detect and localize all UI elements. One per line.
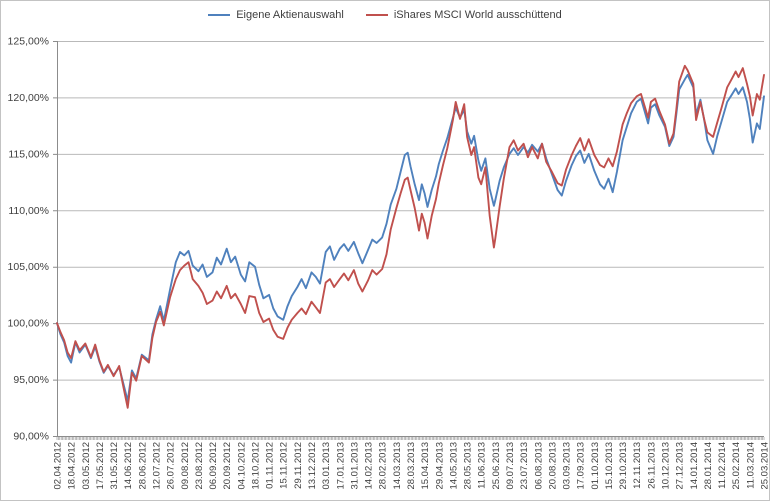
- series-line-ishares-msci-world: [56, 64, 765, 409]
- x-axis-label: 14.06.2012: [123, 442, 134, 490]
- x-axis-label: 03.09.2013: [562, 442, 573, 490]
- legend-label: Eigene Aktienauswahl: [236, 9, 344, 21]
- x-axis-label: 01.10.2013: [590, 442, 601, 490]
- legend-line-swatch-blue: [208, 14, 231, 16]
- x-axis-label: 29.11.2012: [293, 442, 304, 489]
- x-axis-label: 26.11.2013: [646, 442, 657, 489]
- x-axis-label: 17.09.2013: [576, 442, 587, 490]
- x-axis-label: 14.01.2014: [689, 442, 700, 490]
- x-axis-label: 25.03.2014: [760, 442, 770, 490]
- x-axis-label: 28.02.2013: [378, 442, 389, 490]
- x-axis-label: 20.08.2013: [547, 442, 558, 490]
- x-axis-label: 18.04.2012: [67, 442, 78, 490]
- x-axis-label: 11.06.2013: [477, 442, 488, 489]
- y-axis-label: 90,00%: [13, 431, 49, 443]
- x-axis-label: 02.04.2012: [53, 442, 64, 490]
- x-axis-label: 17.05.2012: [95, 442, 106, 490]
- x-axis-label: 13.12.2012: [307, 442, 318, 490]
- x-axis-label: 17.01.2013: [335, 442, 346, 490]
- legend-item-ishares-msci-world: iShares MSCI World ausschüttend: [365, 9, 562, 21]
- x-axis-label: 31.01.2013: [349, 442, 360, 490]
- series-line-eigene-aktienauswahl: [56, 73, 765, 402]
- x-axis-label: 06.08.2013: [533, 442, 544, 490]
- y-axis-label: 100,00%: [8, 318, 49, 330]
- legend-label: iShares MSCI World ausschüttend: [393, 9, 562, 21]
- x-axis-label: 26.07.2012: [166, 442, 177, 490]
- x-axis-label: 12.11.2013: [632, 442, 643, 489]
- y-axis-ticks: [53, 41, 57, 437]
- y-axis-label: 110,00%: [8, 205, 49, 217]
- x-axis-label: 04.10.2012: [236, 442, 247, 490]
- x-axis-label: 03.05.2012: [81, 442, 92, 490]
- x-axis-label: 28.05.2013: [463, 442, 474, 490]
- x-axis-label: 23.07.2013: [519, 442, 530, 490]
- x-axis-label: 31.05.2012: [109, 442, 120, 490]
- x-axis-label: 11.02.2014: [717, 442, 728, 489]
- x-axis-label: 20.09.2012: [222, 442, 233, 490]
- x-axis-label: 28.01.2014: [703, 442, 714, 490]
- x-axis-label: 03.01.2013: [321, 442, 332, 490]
- legend-line-swatch-red: [365, 14, 388, 16]
- x-axis-label: 23.08.2012: [194, 442, 205, 490]
- x-axis-label: 15.04.2013: [420, 442, 431, 490]
- x-axis-label: 06.09.2012: [208, 442, 219, 490]
- x-axis-label: 15.11.2012: [279, 442, 290, 489]
- x-axis-label: 01.11.2012: [265, 442, 276, 489]
- x-axis-label: 12.07.2012: [151, 442, 162, 490]
- x-axis-label: 10.12.2013: [661, 442, 672, 490]
- x-axis-label: 14.02.2013: [364, 442, 375, 490]
- x-axis-label: 09.07.2013: [505, 442, 516, 490]
- x-axis-label: 28.06.2012: [137, 442, 148, 490]
- x-axis-label: 28.03.2013: [406, 442, 417, 490]
- x-axis-label: 29.10.2013: [618, 442, 629, 490]
- x-axis-label: 25.06.2013: [491, 442, 502, 490]
- x-axis-label: 27.12.2013: [675, 442, 686, 490]
- legend-item-eigene-aktienauswahl: Eigene Aktienauswahl: [208, 9, 344, 21]
- y-axis-label: 120,00%: [8, 92, 49, 104]
- y-axis-label: 125,00%: [8, 36, 49, 48]
- x-axis-label: 11.03.2014: [745, 442, 756, 489]
- x-axis-label: 25.02.2014: [731, 442, 742, 490]
- x-axis-label: 14.05.2013: [448, 442, 459, 490]
- y-axis-label: 95,00%: [13, 374, 49, 386]
- x-axis-label: 09.08.2012: [180, 442, 191, 490]
- x-axis-label: 15.10.2013: [604, 442, 615, 490]
- x-axis-label: 29.04.2013: [434, 442, 445, 490]
- x-axis-label: 18.10.2012: [250, 442, 261, 490]
- y-axis-label: 105,00%: [8, 261, 49, 273]
- x-axis-label: 14.03.2013: [392, 442, 403, 490]
- y-axis-label: 115,00%: [8, 148, 49, 160]
- chart-legend: Eigene Aktienauswahl iShares MSCI World …: [1, 9, 769, 21]
- x-axis-minor-ticks: [56, 437, 765, 440]
